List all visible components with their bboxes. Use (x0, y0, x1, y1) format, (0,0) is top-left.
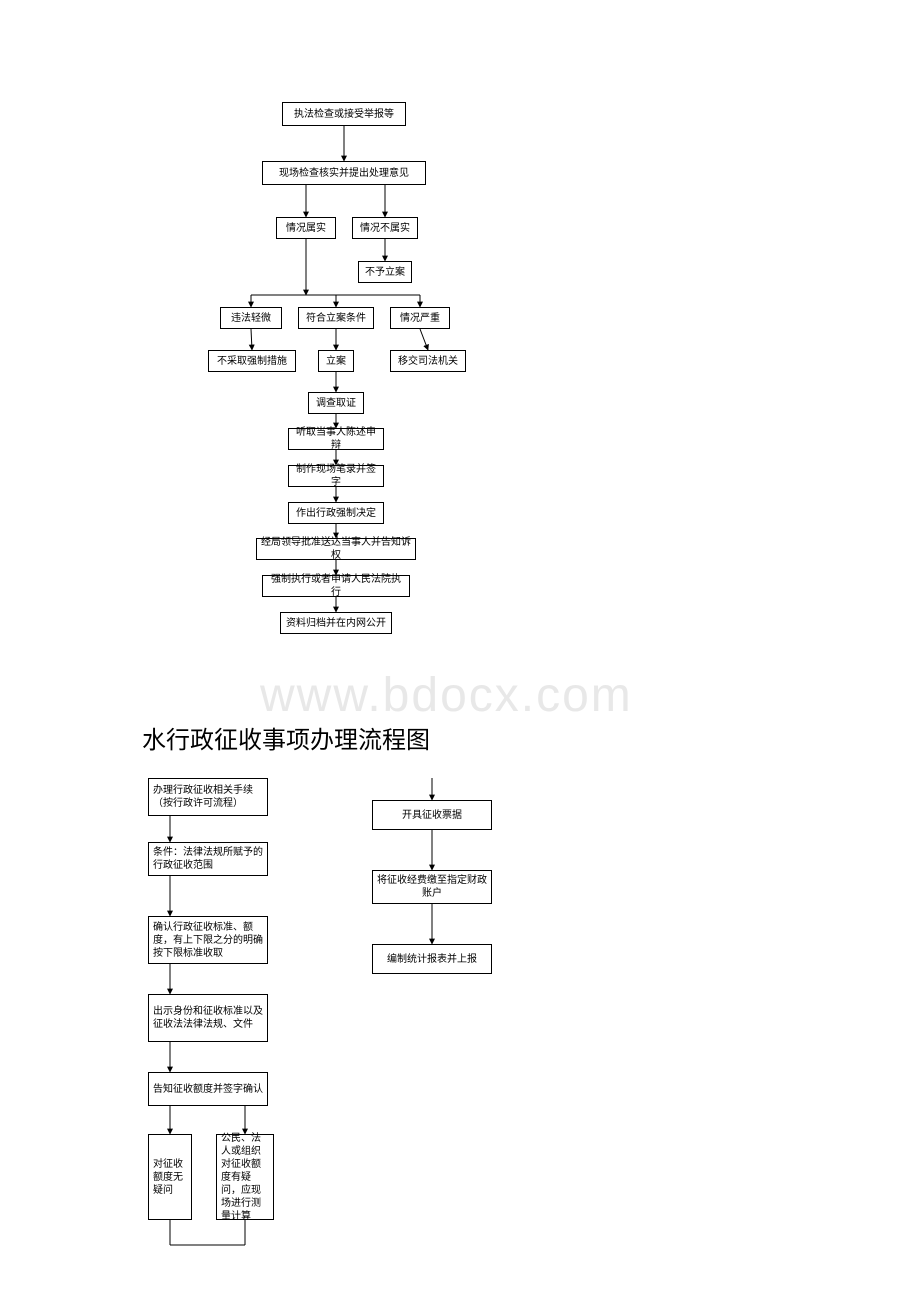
flowchart-edges (0, 0, 920, 1302)
flowchart-node: 确认行政征收标准、额度，有上下限之分的明确按下限标准收取 (148, 916, 268, 964)
flowchart-node: 立案 (318, 350, 354, 372)
flowchart-node: 办理行政征收相关手续（按行政许可流程） (148, 778, 268, 816)
flowchart-node: 强制执行或者申请人民法院执行 (262, 575, 410, 597)
flowchart-node: 不采取强制措施 (208, 350, 296, 372)
flowchart-node: 公民、法人或组织对征收额度有疑问，应现场进行测量计算 (216, 1134, 274, 1220)
flowchart-node: 执法检查或接受举报等 (282, 102, 406, 126)
flowchart-node: 违法轻微 (220, 307, 282, 329)
flowchart-node: 不予立案 (358, 261, 412, 283)
flowchart-node: 现场检查核实并提出处理意见 (262, 161, 426, 185)
flowchart-node: 编制统计报表并上报 (372, 944, 492, 974)
flowchart-node: 将征收经费缴至指定财政账户 (372, 870, 492, 904)
flowchart-node: 经局领导批准送达当事人并告知诉权 (256, 538, 416, 560)
flowchart-node: 开具征收票据 (372, 800, 492, 830)
flowchart-node: 符合立案条件 (298, 307, 374, 329)
flowchart-node: 出示身份和征收标准以及征收法法律法规、文件 (148, 994, 268, 1042)
flowchart-node: 听取当事人陈述申辩 (288, 428, 384, 450)
flowchart-node: 资料归档并在内网公开 (280, 612, 392, 634)
page-title: 水行政征收事项办理流程图 (142, 720, 430, 755)
flowchart-node: 移交司法机关 (390, 350, 466, 372)
flowchart-node: 条件：法律法规所赋予的行政征收范围 (148, 842, 268, 876)
flowchart-node: 情况属实 (276, 217, 336, 239)
flowchart-node: 情况不属实 (352, 217, 418, 239)
flowchart-node: 作出行政强制决定 (288, 502, 384, 524)
flowchart-node: 制作现场笔录并签字 (288, 465, 384, 487)
flowchart-node: 情况严重 (390, 307, 450, 329)
flowchart-node: 对征收额度无疑问 (148, 1134, 192, 1220)
flowchart-node: 告知征收额度并签字确认 (148, 1072, 268, 1106)
flowchart-node: 调查取证 (308, 392, 364, 414)
watermark-text: www.bdocx.com (260, 668, 633, 723)
